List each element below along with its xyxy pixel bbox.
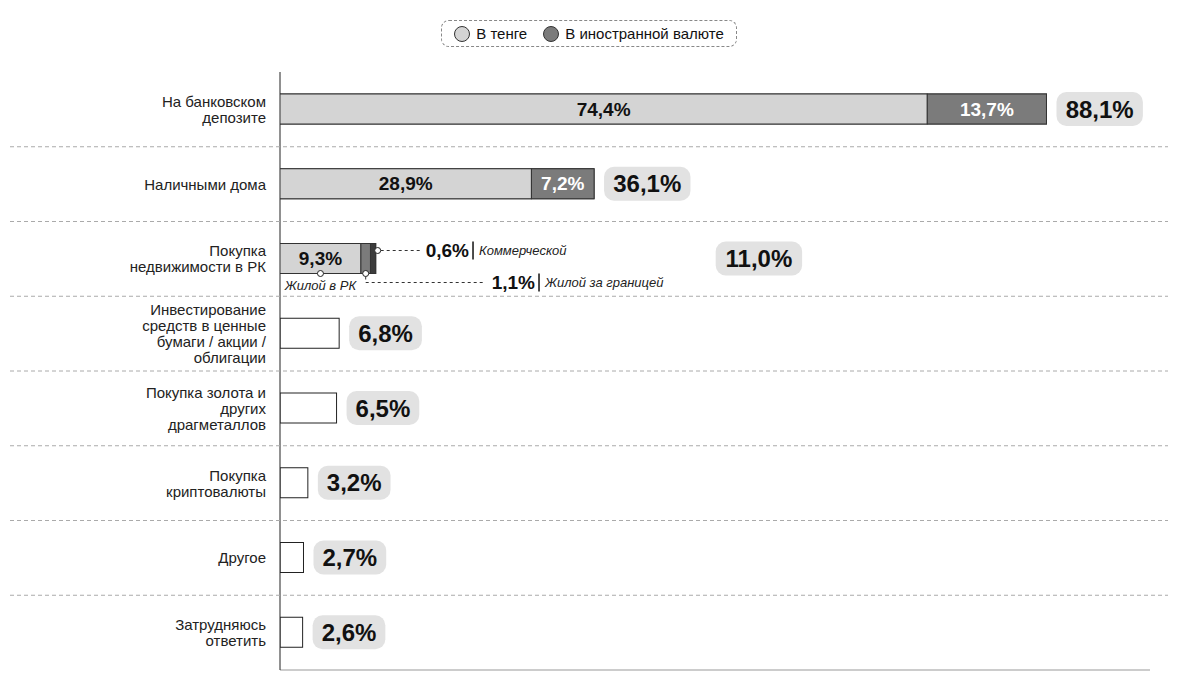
svg-text:3,2%: 3,2% — [327, 469, 382, 496]
svg-text:9,3%: 9,3% — [299, 248, 342, 269]
svg-text:Инвестированиесредств в ценные: Инвестированиесредств в ценныебумаги / а… — [142, 301, 267, 366]
svg-text:36,1%: 36,1% — [613, 170, 681, 197]
svg-text:Покупка золота идругихдрагмета: Покупка золота идругихдрагметаллов — [146, 384, 267, 433]
svg-text:Покупкакриптовалюты: Покупкакриптовалюты — [166, 467, 267, 500]
svg-text:Жилой в РК: Жилой в РК — [284, 278, 358, 293]
html-text:В тенге: В тенге — [476, 25, 528, 42]
svg-text:11,0%: 11,0% — [726, 245, 793, 272]
svg-text:6,8%: 6,8% — [358, 320, 413, 347]
svg-text:На банковскомдепозите: На банковскомдепозите — [162, 93, 266, 126]
svg-text:Затрудняюсьответить: Затрудняюсьответить — [175, 616, 266, 649]
svg-text:Коммерческой: Коммерческой — [479, 243, 567, 258]
svg-text:0,6%: 0,6% — [426, 240, 469, 261]
svg-text:88,1%: 88,1% — [1066, 96, 1134, 123]
svg-text:Наличными дома: Наличными дома — [144, 176, 266, 193]
svg-text:2,7%: 2,7% — [322, 544, 377, 571]
svg-text:28,9%: 28,9% — [379, 173, 433, 194]
svg-text:2,6%: 2,6% — [322, 619, 377, 646]
svg-text:1,1%: 1,1% — [492, 272, 535, 293]
svg-text:Покупканедвижимости в РК: Покупканедвижимости в РК — [130, 242, 267, 275]
svg-text:7,2%: 7,2% — [541, 173, 584, 194]
svg-text:Другое: Другое — [218, 549, 266, 566]
svg-text:6,5%: 6,5% — [356, 395, 411, 422]
html-text:В иностранной валюте: В иностранной валюте — [565, 25, 724, 42]
svg-text:74,4%: 74,4% — [577, 99, 631, 120]
svg-text:Жилой за границей: Жилой за границей — [544, 275, 663, 290]
svg-text:13,7%: 13,7% — [960, 99, 1014, 120]
